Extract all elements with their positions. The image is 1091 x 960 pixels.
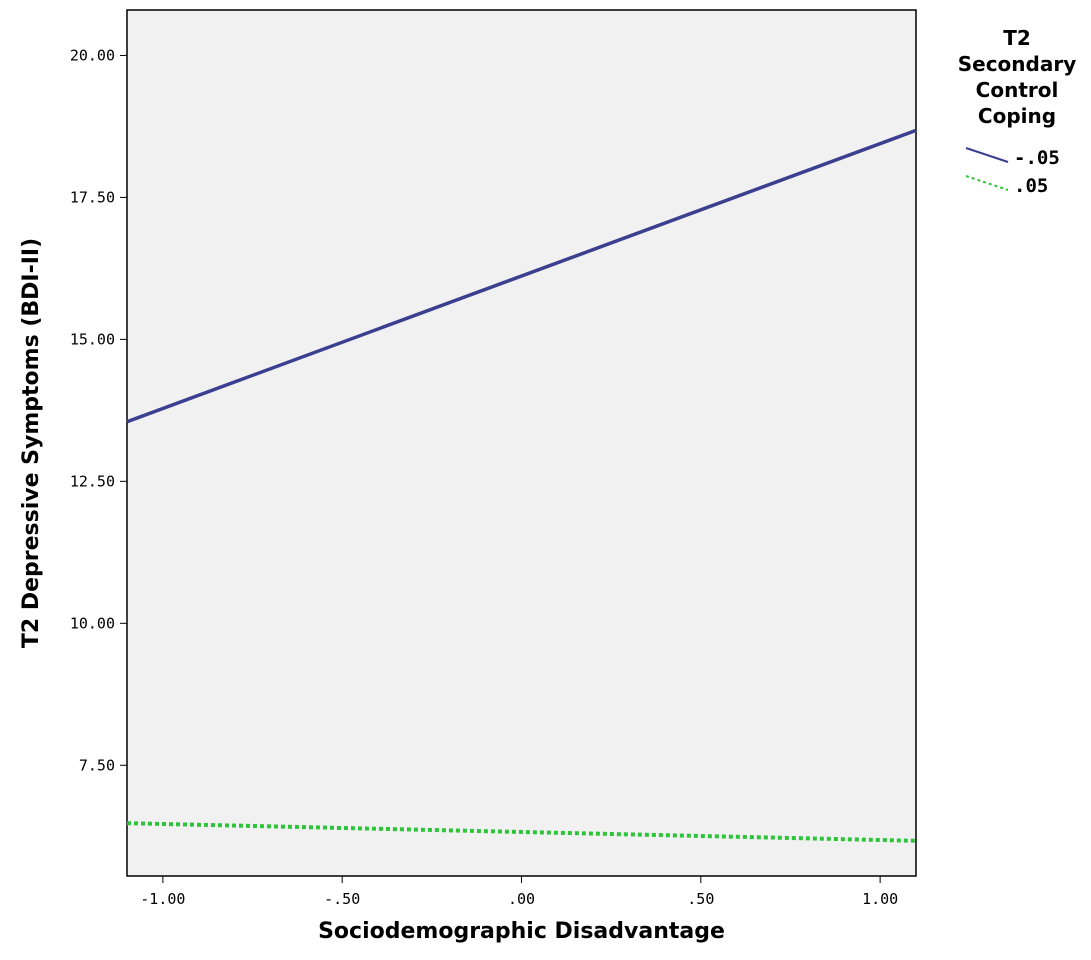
x-tick-label: -1.00	[140, 890, 185, 908]
series-line	[126, 821, 917, 843]
y-tick-label: 12.50	[70, 472, 115, 490]
series-layer	[126, 128, 917, 843]
x-tick-label: -.50	[324, 890, 360, 908]
legend-title-line: Secondary	[958, 52, 1077, 76]
plot-area	[126, 9, 917, 877]
legend-label: -.05	[1014, 147, 1060, 169]
y-axis-title: T2 Depressive Symptoms (BDI-II)	[19, 238, 44, 648]
legend-title-line: Control	[976, 78, 1059, 102]
y-axis: 7.50 10.00 12.50 15.00 17.50 20.00	[70, 46, 127, 774]
legend-swatch-solid	[965, 147, 1009, 163]
x-axis: -1.00 -.50 .00 .50 1.00	[140, 876, 898, 908]
legend-title-line: T2	[1003, 26, 1031, 50]
x-axis-title: Sociodemographic Disadvantage	[318, 919, 725, 944]
legend-swatch-dotted	[965, 175, 1009, 191]
x-tick-label: .50	[687, 890, 714, 908]
legend-label: .05	[1014, 175, 1048, 197]
x-tick-label: 1.00	[862, 890, 898, 908]
x-tick-label: .00	[508, 890, 535, 908]
y-tick-label: 17.50	[70, 188, 115, 206]
y-tick-label: 20.00	[70, 46, 115, 64]
y-tick-label: 7.50	[79, 756, 115, 774]
y-tick-label: 15.00	[70, 330, 115, 348]
legend: T2 Secondary Control Coping -.05 .05	[958, 26, 1077, 197]
legend-title-line: Coping	[978, 104, 1056, 128]
y-tick-label: 10.00	[70, 614, 115, 632]
series-line	[126, 128, 917, 424]
